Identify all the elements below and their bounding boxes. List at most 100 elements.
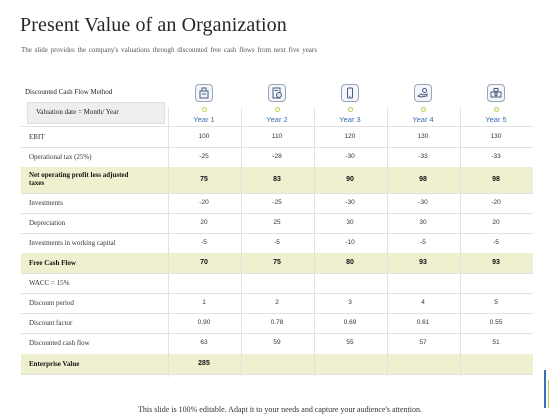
table-cell: 80 <box>346 259 354 266</box>
row-label: Investments <box>29 199 63 207</box>
table-cell: 63 <box>200 339 208 346</box>
table-cell: 55 <box>346 339 354 346</box>
table-cell: 20 <box>200 219 208 226</box>
row-label: EBIT <box>29 133 45 141</box>
row-label: WACC = 15% <box>29 279 70 287</box>
table-cell: -25 <box>199 153 209 160</box>
table-cell: 93 <box>419 259 427 266</box>
column-divider <box>241 108 242 377</box>
table-cell: 90 <box>346 176 354 183</box>
valuation-date-label: Valuation date = Month/ Year <box>36 108 119 116</box>
edge-accent-line <box>548 380 549 408</box>
page-subtitle: The slide provides the company's valuati… <box>21 46 317 54</box>
table-cell: -28 <box>272 153 282 160</box>
table-cell: 110 <box>271 133 283 140</box>
table-row: Depreciation 20 25 30 30 20 <box>21 213 533 233</box>
table-cell: 0.78 <box>270 319 284 326</box>
table-cell: -20 <box>199 199 209 206</box>
table-cell: 75 <box>200 176 208 183</box>
bank-note-icon <box>487 84 505 102</box>
table-row: Free Cash Flow 70 75 80 93 93 <box>21 253 533 273</box>
year-header: Year 4 <box>412 115 434 124</box>
row-label: Depreciation <box>29 219 66 227</box>
table-cell: 51 <box>492 339 500 346</box>
table-cell: 70 <box>200 259 208 266</box>
table-row: Investments -20 -25 -30 -30 -20 <box>21 193 533 213</box>
row-label: Free Cash Flow <box>29 259 76 267</box>
table-row: Discounted cash flow 63 59 55 57 51 <box>21 333 533 354</box>
table-cell: 30 <box>346 219 354 226</box>
table-cell: 75 <box>273 259 281 266</box>
table-cell: -25 <box>272 199 282 206</box>
table-row: Enterprise Value 285 <box>21 354 533 374</box>
table-cell: -30 <box>345 199 355 206</box>
table-cell: 2 <box>275 299 279 306</box>
row-divider <box>21 273 533 274</box>
table-cell: 0.61 <box>416 319 430 326</box>
table-cell: 30 <box>419 219 427 226</box>
table-row: EBIT 100 110 120 130 130 <box>21 127 533 147</box>
row-divider <box>21 233 533 234</box>
table-cell: 5 <box>494 299 498 306</box>
table-cell: 59 <box>273 339 281 346</box>
edge-accent-bar <box>544 370 546 408</box>
table-cell: -5 <box>201 239 207 246</box>
building-icon <box>195 84 213 102</box>
document-money-icon <box>268 84 286 102</box>
row-label: Enterprise Value <box>29 360 80 368</box>
row-label: Discount period <box>29 299 74 307</box>
valuation-date-box: Valuation date = Month/ Year <box>27 102 165 124</box>
year-marker-dot <box>420 107 426 112</box>
year-marker-dot <box>347 107 353 112</box>
table-cell: -20 <box>491 199 501 206</box>
table-cell: -33 <box>418 153 428 160</box>
table-cell: 0.90 <box>197 319 211 326</box>
table-row: Operational tax (25%) -25 -28 -30 -33 -33 <box>21 147 533 167</box>
year-header: Year 5 <box>485 115 507 124</box>
row-divider <box>21 374 533 375</box>
table-cell: 83 <box>273 176 281 183</box>
table-cell: 98 <box>492 176 500 183</box>
table-cell: 3 <box>348 299 352 306</box>
row-divider <box>21 313 533 314</box>
table-cell: 98 <box>419 176 427 183</box>
table-cell: 20 <box>492 219 500 226</box>
row-divider <box>21 333 533 334</box>
page-title: Present Value of an Organization <box>20 14 287 36</box>
column-divider <box>460 108 461 377</box>
year-marker-dot <box>201 107 207 112</box>
row-label: Discount factor <box>29 319 73 327</box>
year-header: Year 1 <box>193 115 215 124</box>
table-cell: 1 <box>202 299 206 306</box>
table-cell: -30 <box>345 153 355 160</box>
year-header: Year 2 <box>266 115 288 124</box>
table-cell: 120 <box>344 133 356 140</box>
table-cell: -30 <box>418 199 428 206</box>
year-marker-dot <box>274 107 280 112</box>
table-row: WACC = 15% <box>21 273 533 293</box>
table-cell: 57 <box>419 339 427 346</box>
table-cell: -33 <box>491 153 501 160</box>
footer-note: This slide is 100% editable. Adapt it to… <box>137 405 423 414</box>
year-header: Year 3 <box>339 115 361 124</box>
column-divider <box>168 108 169 377</box>
table-cell: -5 <box>274 239 280 246</box>
row-divider <box>21 213 533 214</box>
table-cell: 25 <box>273 219 281 226</box>
table-cell: 0.55 <box>489 319 503 326</box>
table-cell: 0.69 <box>343 319 357 326</box>
table-cell: -10 <box>345 239 355 246</box>
table-cell: 130 <box>417 133 429 140</box>
year-marker-dot <box>493 107 499 112</box>
table-row: Discount factor 0.90 0.78 0.69 0.61 0.55 <box>21 313 533 333</box>
method-label: Discounted Cash Flow Method <box>25 88 113 96</box>
table-cell: 285 <box>198 360 210 367</box>
table-cell: 93 <box>492 259 500 266</box>
row-label: Net operating profit less adjusted taxes <box>29 171 129 187</box>
row-label: Operational tax (25%) <box>29 153 92 161</box>
row-divider <box>21 293 533 294</box>
table-row: Net operating profit less adjusted taxes… <box>21 167 533 193</box>
table-row: Discount period 1 2 3 4 5 <box>21 293 533 313</box>
row-divider <box>21 126 533 127</box>
table-cell: 100 <box>198 133 210 140</box>
